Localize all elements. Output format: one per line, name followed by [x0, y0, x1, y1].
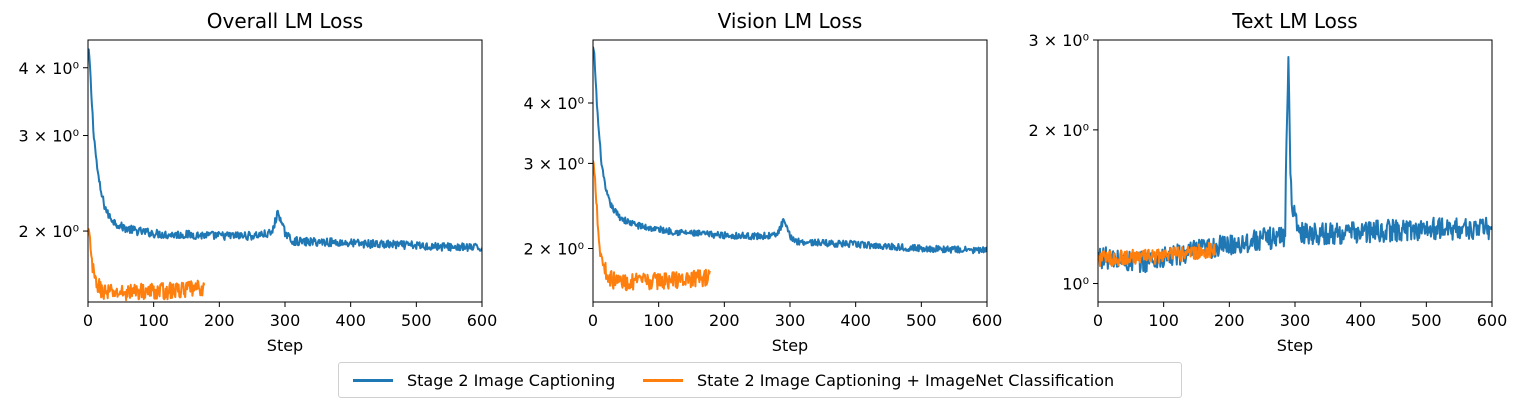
legend-swatch-stage2: [353, 379, 393, 382]
plot-frame: [87, 39, 483, 303]
x-tick-label: 600: [972, 311, 1003, 330]
y-tick-label: 2 × 10⁰: [1028, 121, 1089, 140]
x-axis-label: Step: [267, 336, 303, 355]
charts-svg: 0 100 200 300 400 500 600 2 × 10⁰ 3 × 10⁰ 4 × 10⁰…: [18, 9, 1507, 355]
y-tick-label: 4 × 10⁰: [523, 94, 584, 113]
series-line-stage-2-image-captioning: [88, 48, 482, 252]
y-tick-label: 10⁰: [1062, 275, 1089, 294]
y-tick-label: 4 × 10⁰: [18, 59, 79, 78]
legend-swatch-stage2-imagenet: [643, 379, 683, 382]
legend-item-stage2-imagenet: State 2 Image Captioning + ImageNet Clas…: [643, 371, 1114, 390]
chart-vision-lm-loss: 0 100 200 300 400 500 600 2 × 10⁰ 3 × 10⁰ 4 × 10⁰…: [523, 9, 1002, 355]
x-tick-label: 400: [840, 311, 871, 330]
x-tick-label: 200: [1214, 311, 1245, 330]
chart-title: Text LM Loss: [1231, 9, 1357, 33]
plot-frame: [592, 39, 988, 303]
x-tick-label: 200: [709, 311, 740, 330]
x-tick-label: 0: [1093, 311, 1103, 330]
y-tick-label: 2 × 10⁰: [523, 239, 584, 258]
x-tick-label: 500: [1411, 311, 1442, 330]
x-tick-label: 500: [906, 311, 937, 330]
x-tick-label: 300: [270, 311, 301, 330]
legend: Stage 2 Image Captioning State 2 Image C…: [338, 362, 1182, 398]
x-tick-label: 400: [335, 311, 366, 330]
x-tick-label: 500: [401, 311, 432, 330]
x-tick-label: 300: [1280, 311, 1311, 330]
y-tick-label: 2 × 10⁰: [18, 222, 79, 241]
legend-label-stage2-imagenet: State 2 Image Captioning + ImageNet Clas…: [697, 371, 1115, 390]
x-axis-label: Step: [772, 336, 808, 355]
y-tick-label: 3 × 10⁰: [1028, 31, 1089, 50]
legend-label-stage2: Stage 2 Image Captioning: [407, 371, 616, 390]
chart-text-lm-loss: 0 100 200 300 400 500 600 10⁰ 2 × 10⁰ 3 × 10⁰ Text…: [1028, 9, 1507, 355]
series-line-stage-2-image-captioning: [593, 46, 987, 255]
x-tick-label: 600: [467, 311, 498, 330]
y-tick-label: 3 × 10⁰: [523, 154, 584, 173]
y-tick-label: 3 × 10⁰: [18, 127, 79, 146]
series-line-state-2-image-captioning-imagenet-classification: [593, 160, 711, 292]
x-axis-label: Step: [1277, 336, 1313, 355]
series-line-state-2-image-captioning-imagenet-classification: [88, 227, 206, 302]
x-tick-label: 200: [204, 311, 235, 330]
x-tick-label: 0: [588, 311, 598, 330]
x-tick-label: 100: [138, 311, 169, 330]
x-tick-label: 600: [1477, 311, 1508, 330]
x-tick-label: 0: [83, 311, 93, 330]
chart-title: Vision LM Loss: [718, 9, 863, 33]
legend-item-stage2: Stage 2 Image Captioning: [353, 371, 615, 390]
x-tick-label: 400: [1345, 311, 1376, 330]
chart-overall-lm-loss: 0 100 200 300 400 500 600 2 × 10⁰ 3 × 10⁰ 4 × 10⁰…: [18, 9, 497, 355]
x-tick-label: 100: [643, 311, 674, 330]
chart-title: Overall LM Loss: [207, 9, 363, 33]
series-line-state-2-image-captioning-imagenet-classification: [1098, 241, 1216, 267]
x-tick-label: 300: [775, 311, 806, 330]
series-line-stage-2-image-captioning: [1098, 56, 1492, 274]
x-tick-label: 100: [1148, 311, 1179, 330]
